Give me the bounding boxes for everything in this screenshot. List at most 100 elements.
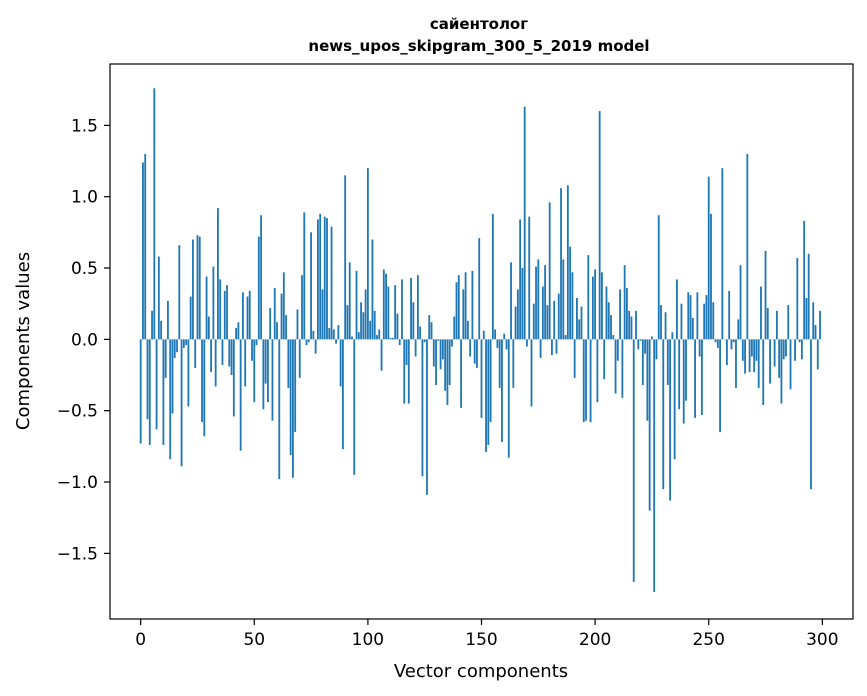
bar xyxy=(251,339,253,361)
bar xyxy=(569,246,572,340)
bar xyxy=(546,305,549,340)
bar xyxy=(378,329,381,340)
bar xyxy=(139,339,142,444)
bar xyxy=(294,339,297,433)
bar xyxy=(176,339,178,353)
bar xyxy=(312,330,315,340)
bar xyxy=(530,339,533,407)
bar xyxy=(671,332,674,340)
bar xyxy=(678,339,681,410)
bar xyxy=(203,339,206,437)
bar xyxy=(612,335,615,340)
bar xyxy=(403,339,406,404)
bar xyxy=(469,339,472,357)
bar xyxy=(453,316,456,340)
bar xyxy=(705,295,708,340)
bar xyxy=(503,333,506,340)
bar xyxy=(689,295,692,340)
y-tick-label: 0.5 xyxy=(71,259,98,279)
bar xyxy=(491,213,494,340)
bar xyxy=(637,339,640,350)
bar xyxy=(537,259,540,340)
bar xyxy=(521,268,524,340)
bar xyxy=(323,216,326,340)
bar xyxy=(314,339,317,354)
bar xyxy=(646,339,649,421)
bar xyxy=(748,339,751,373)
bar xyxy=(591,276,594,340)
bar xyxy=(201,339,203,423)
bar xyxy=(744,339,746,374)
bar xyxy=(610,315,612,340)
bar xyxy=(228,339,231,367)
bar xyxy=(189,296,192,340)
bar xyxy=(780,339,783,404)
bar xyxy=(635,310,637,340)
bar xyxy=(800,339,803,360)
bar xyxy=(460,339,462,408)
bar xyxy=(700,339,703,415)
bar xyxy=(803,220,806,340)
bar xyxy=(680,303,683,340)
bar xyxy=(528,216,531,340)
bar xyxy=(775,310,778,340)
bar xyxy=(810,339,812,490)
bars-group xyxy=(139,88,821,592)
bar xyxy=(303,212,306,340)
bar xyxy=(798,339,801,343)
bar xyxy=(414,339,417,357)
bar xyxy=(357,332,360,340)
x-tick-label: 300 xyxy=(806,630,838,650)
bar xyxy=(687,292,690,340)
bar xyxy=(426,339,428,495)
bar xyxy=(648,339,651,511)
bar xyxy=(364,289,367,340)
bar xyxy=(396,313,399,340)
bar xyxy=(596,339,599,403)
bar xyxy=(362,312,365,340)
bar xyxy=(473,339,476,364)
bar xyxy=(171,339,174,414)
bar xyxy=(369,320,372,340)
bar xyxy=(335,339,337,344)
bar xyxy=(262,339,265,410)
bar xyxy=(260,215,263,340)
bar xyxy=(180,339,183,467)
bar xyxy=(146,339,149,420)
bar xyxy=(523,106,526,340)
bar xyxy=(255,339,258,346)
bar xyxy=(328,327,331,340)
bar xyxy=(580,306,583,340)
bar xyxy=(698,339,701,357)
bar xyxy=(269,307,272,340)
bar xyxy=(385,273,387,340)
chart-subtitle: news_upos_skipgram_300_5_2019 model xyxy=(308,37,649,55)
bar xyxy=(482,330,485,340)
bar xyxy=(244,339,247,387)
bar xyxy=(210,339,213,373)
bar xyxy=(557,293,560,340)
bar xyxy=(653,339,656,592)
x-tick-label: 100 xyxy=(352,630,384,650)
bar xyxy=(153,88,156,340)
bar xyxy=(585,339,587,421)
bar xyxy=(380,339,383,371)
y-tick-label: 1.5 xyxy=(71,116,98,136)
bar xyxy=(707,176,710,340)
bar xyxy=(785,339,787,357)
chart-title: сайентолог xyxy=(430,15,528,33)
bar xyxy=(182,339,185,348)
bar xyxy=(376,335,378,340)
bar xyxy=(657,215,660,340)
bar xyxy=(196,235,199,340)
bar xyxy=(655,339,658,360)
bar xyxy=(410,278,412,340)
bar xyxy=(432,339,435,367)
bar xyxy=(289,339,292,455)
bar xyxy=(273,288,276,340)
bar xyxy=(371,239,374,340)
bar xyxy=(682,339,685,424)
bar xyxy=(292,339,294,478)
bar xyxy=(207,316,210,340)
bar xyxy=(455,282,458,340)
